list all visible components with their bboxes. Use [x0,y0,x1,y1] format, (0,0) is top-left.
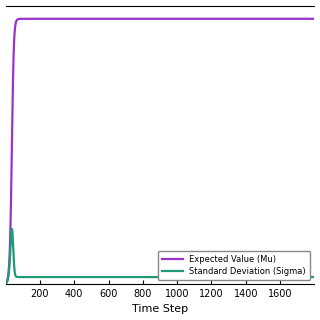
Standard Deviation (Sigma) [10,227,14,231]
Expected Value (Mu) [12,53,16,57]
Line: Standard Deviation (Sigma): Standard Deviation (Sigma) [5,229,315,284]
Standard Deviation (Sigma) [313,275,316,279]
Standard Deviation (Sigma) [103,275,107,279]
Expected Value (Mu) [4,281,7,285]
Standard Deviation (Sigma) [143,275,147,279]
Standard Deviation (Sigma) [42,275,46,279]
Legend: Expected Value (Mu), Standard Deviation (Sigma): Expected Value (Mu), Standard Deviation … [158,251,310,280]
Expected Value (Mu) [43,17,46,21]
Standard Deviation (Sigma) [105,275,109,279]
Standard Deviation (Sigma) [234,275,237,279]
Expected Value (Mu) [234,17,237,21]
Expected Value (Mu) [42,17,45,21]
Line: Expected Value (Mu): Expected Value (Mu) [5,19,315,283]
Expected Value (Mu) [143,17,147,21]
Expected Value (Mu) [105,17,109,21]
Standard Deviation (Sigma) [12,258,16,261]
Expected Value (Mu) [103,17,107,21]
Standard Deviation (Sigma) [4,282,7,286]
Expected Value (Mu) [313,17,316,21]
X-axis label: Time Step: Time Step [132,304,188,315]
